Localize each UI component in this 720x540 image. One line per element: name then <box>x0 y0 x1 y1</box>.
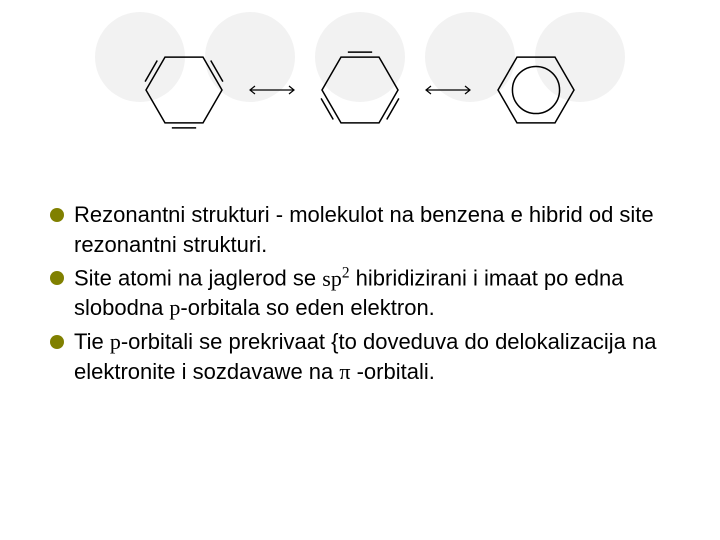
benzene-resonance-diagram <box>0 40 720 140</box>
bullet-text: Tie p-orbitali se prekrivaat {to doveduv… <box>74 327 670 386</box>
resonance-arrow-icon <box>423 80 473 100</box>
bullet-item: Rezonantni strukturi - molekulot na benz… <box>50 200 670 259</box>
bullet-text: Site atomi na jaglerod se sp2 hibridizir… <box>74 263 670 323</box>
bullet-item: Site atomi na jaglerod se sp2 hibridizir… <box>50 263 670 323</box>
resonance-arrow-icon <box>247 80 297 100</box>
bullet-icon <box>50 208 64 222</box>
bullet-item: Tie p-orbitali se prekrivaat {to doveduv… <box>50 327 670 386</box>
benzene-kekule-b <box>315 40 405 140</box>
bullet-text: Rezonantni strukturi - molekulot na benz… <box>74 200 670 259</box>
benzene-aromatic-circle <box>491 40 581 140</box>
bullet-list: Rezonantni strukturi - molekulot na benz… <box>50 200 670 390</box>
bullet-icon <box>50 271 64 285</box>
bullet-icon <box>50 335 64 349</box>
benzene-kekule-a <box>139 40 229 140</box>
